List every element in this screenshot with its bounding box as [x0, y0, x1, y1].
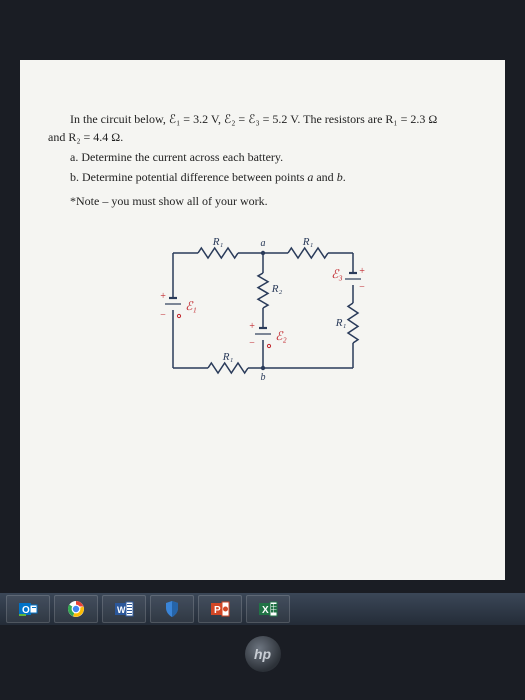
- resistors-prefix: The resistors are: [300, 112, 385, 126]
- svg-text:b: b: [260, 372, 265, 383]
- svg-text:R₁: R₁: [211, 236, 223, 248]
- circuit-diagram: a b R₁ R₁ R₁ R₁ R₂ ℰ₁ ℰ₂ ℰ₃ + − + − + −: [48, 228, 477, 393]
- svg-text:R₁: R₁: [221, 351, 233, 363]
- svg-text:P: P: [214, 605, 221, 616]
- svg-text:X: X: [262, 605, 269, 616]
- r1-value: R₁ = 2.3 Ω: [385, 112, 437, 126]
- svg-text:a: a: [260, 238, 265, 249]
- taskbar-shield[interactable]: [150, 595, 194, 623]
- svg-text:ℰ₃: ℰ₃: [331, 267, 342, 281]
- svg-text:−: −: [159, 310, 166, 321]
- taskbar-chrome[interactable]: [54, 595, 98, 623]
- part-a: a. Determine the current across each bat…: [48, 148, 477, 166]
- taskbar-word[interactable]: W: [102, 595, 146, 623]
- part-b-suffix: .: [343, 170, 346, 184]
- svg-text:R₁: R₁: [301, 236, 313, 248]
- svg-text:+: +: [358, 266, 365, 277]
- taskbar-outlook[interactable]: O: [6, 595, 50, 623]
- svg-text:W: W: [117, 605, 126, 615]
- circuit-svg: a b R₁ R₁ R₁ R₁ R₂ ℰ₁ ℰ₂ ℰ₃ + − + − + −: [153, 228, 373, 393]
- hp-logo-text: hp: [254, 646, 271, 662]
- and-word: and: [313, 170, 336, 184]
- eq-values: ℰ₁ = 3.2 V, ℰ₂ = ℰ₃ = 5.2 V.: [169, 112, 300, 126]
- taskbar-powerpoint[interactable]: P: [198, 595, 242, 623]
- intro-prefix: In the circuit below,: [70, 112, 169, 126]
- svg-text:R₂: R₂: [270, 283, 282, 295]
- svg-text:+: +: [248, 321, 255, 332]
- part-b-prefix: b. Determine potential difference betwee…: [70, 170, 307, 184]
- and-line: and R₂ = 4.4 Ω.: [48, 128, 477, 146]
- document-area: In the circuit below, ℰ₁ = 3.2 V, ℰ₂ = ℰ…: [20, 60, 505, 580]
- intro-line: In the circuit below, ℰ₁ = 3.2 V, ℰ₂ = ℰ…: [48, 110, 477, 128]
- svg-text:−: −: [248, 338, 255, 349]
- svg-text:−: −: [358, 282, 365, 293]
- hp-logo: hp: [245, 636, 281, 672]
- svg-text:+: +: [159, 291, 166, 302]
- taskbar-excel[interactable]: X: [246, 595, 290, 623]
- note-line: *Note – you must show all of your work.: [48, 192, 477, 210]
- svg-text:R₁: R₁: [334, 317, 346, 329]
- part-b: b. Determine potential difference betwee…: [48, 168, 477, 186]
- svg-text:ℰ₁: ℰ₁: [185, 299, 196, 313]
- svg-text:ℰ₂: ℰ₂: [275, 329, 286, 343]
- taskbar[interactable]: O W P X: [0, 593, 525, 625]
- problem-text: In the circuit below, ℰ₁ = 3.2 V, ℰ₂ = ℰ…: [48, 110, 477, 210]
